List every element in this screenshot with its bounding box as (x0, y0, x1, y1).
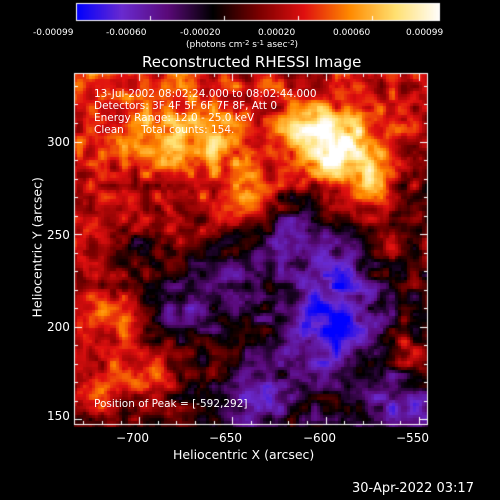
colorbar-tick-label: 0.00060 (333, 28, 371, 38)
x-axis-label: Heliocentric X (arcsec) (173, 447, 315, 462)
info-line-detectors: Detectors: 3F 4F 5F 6F 7F 8F, Att 0 (94, 100, 278, 112)
x-tick-label: −600 (303, 431, 336, 445)
colorbar-tick-label: 0.00099 (406, 28, 444, 38)
x-tick-label: −650 (209, 431, 242, 445)
info-line-energy: Energy Range: 12.0 - 25.0 keV (94, 112, 255, 124)
colorbar-tick-label: 0.00020 (258, 28, 296, 38)
chart-title: Reconstructed RHESSI Image (142, 53, 362, 71)
y-tick-label: 200 (47, 320, 70, 334)
colorbar-tick-label: -0.00099 (33, 28, 74, 38)
timestamp: 30-Apr-2022 03:17 (352, 481, 474, 496)
colorbar-tick-label: -0.00060 (106, 28, 147, 38)
y-tick-label: 250 (47, 228, 70, 242)
colorbar-units-label: (photons cm-2 s-1 asec-2) (186, 39, 299, 50)
colorbar-tick-label: -0.00020 (180, 28, 221, 38)
y-tick-label: 150 (47, 409, 70, 423)
x-tick-label: −700 (116, 431, 149, 445)
info-line-clean: Clean Total counts: 154. (94, 124, 235, 136)
peak-position-label: Position of Peak = [-592,292] (94, 398, 248, 410)
info-line-time: 13-Jul-2002 08:02:24.000 to 08:02:44.000 (94, 88, 317, 100)
y-axis-label: Heliocentric Y (arcsec) (29, 177, 45, 318)
x-tick-label: −550 (396, 431, 429, 445)
y-tick-label: 300 (47, 135, 70, 149)
